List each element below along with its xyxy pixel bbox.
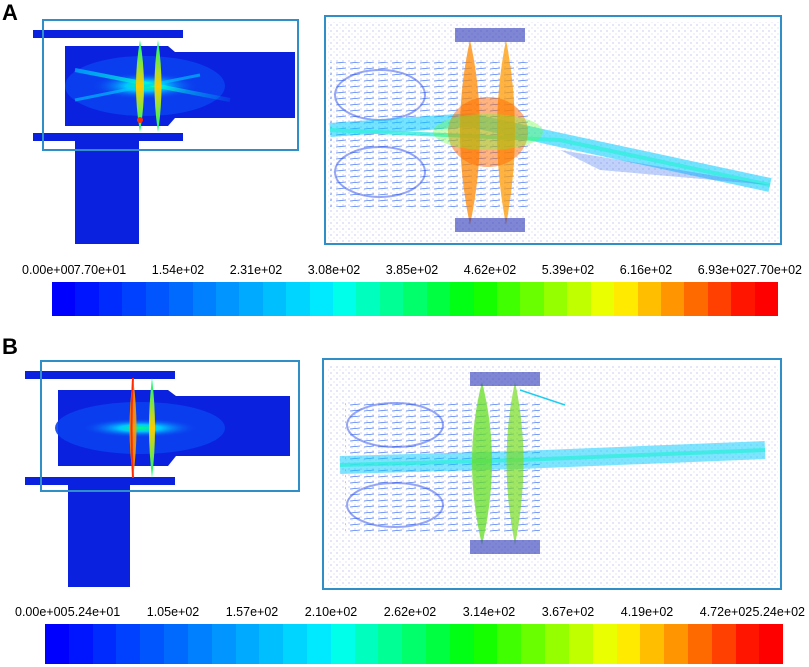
- colorbar-swatch: [262, 282, 287, 316]
- colorbar-ticks-a: 0.00e+00 7.70e+01 1.54e+02 2.31e+02 3.08e+02…: [22, 263, 802, 279]
- colorbar-swatch: [426, 624, 450, 664]
- colorbar-swatch: [378, 624, 403, 664]
- colorbar-swatch: [614, 282, 638, 316]
- colorbar-swatch: [306, 624, 331, 664]
- colorbar-swatch: [543, 282, 568, 316]
- colorbar-swatch: [403, 282, 427, 316]
- colorbar-swatch: [187, 624, 212, 664]
- colorbar-tick-label: 6.93e+02: [697, 263, 751, 277]
- colorbar-swatch: [68, 624, 93, 664]
- vector-plot-a: [328, 22, 780, 244]
- colorbar-swatch: [333, 282, 357, 316]
- colorbar-swatch: [259, 624, 284, 664]
- colorbar-swatch: [520, 282, 544, 316]
- colorbar-swatch: [211, 624, 236, 664]
- colorbar-swatch: [568, 624, 593, 664]
- colorbar-tick-label: 3.14e+02: [462, 605, 516, 619]
- colorbar-swatch: [116, 624, 141, 664]
- colorbar-swatch: [356, 282, 380, 316]
- colorbar-tick-label: 3.85e+02: [385, 263, 439, 277]
- colorbar-swatch: [473, 282, 498, 316]
- colorbar-swatch: [592, 624, 617, 664]
- colorbar-swatch: [122, 282, 146, 316]
- colorbar-swatch: [640, 624, 665, 664]
- colorbar-tick-label: 4.62e+02: [463, 263, 517, 277]
- colorbar-tick-label: 3.08e+02: [307, 263, 361, 277]
- colorbar-swatch: [402, 624, 426, 664]
- colorbar-swatch: [98, 282, 123, 316]
- colorbar-swatch: [235, 624, 260, 664]
- colorbar-swatch: [45, 624, 69, 664]
- contour-plot-a: [33, 30, 295, 244]
- colorbar-swatch: [426, 282, 451, 316]
- colorbar-tick-label: 1.05e+02: [146, 605, 200, 619]
- colorbar-tick-label: 5.24e+02: [752, 605, 805, 619]
- colorbar-swatch: [684, 282, 708, 316]
- colorbar-swatch: [731, 282, 755, 316]
- colorbar-swatch: [92, 624, 117, 664]
- colorbar-swatch: [687, 624, 712, 664]
- colorbar-swatch: [616, 624, 641, 664]
- colorbar-swatch: [145, 282, 170, 316]
- colorbar-swatch: [52, 282, 76, 316]
- colorbar-swatch: [497, 282, 521, 316]
- colorbar-swatch: [759, 624, 784, 664]
- colorbar-b: [45, 624, 784, 664]
- colorbar-tick-label: 5.24e+01: [67, 605, 121, 619]
- colorbar-swatch: [192, 282, 216, 316]
- colorbar-tick-label: 1.54e+02: [151, 263, 205, 277]
- vector-frame-a: [324, 15, 782, 245]
- panel-label-b: B: [2, 334, 18, 359]
- colorbar-tick-label: 7.70e+02: [749, 263, 802, 277]
- colorbar-swatch: [449, 624, 474, 664]
- vector-plot-b: [328, 366, 778, 586]
- colorbar-swatch: [660, 282, 685, 316]
- colorbar-tick-label: 7.70e+01: [73, 263, 127, 277]
- panel-label-a: A: [2, 0, 18, 25]
- colorbar-tick-label: 2.62e+02: [383, 605, 437, 619]
- colorbar-tick-label: 2.10e+02: [304, 605, 358, 619]
- colorbar-swatch: [215, 282, 240, 316]
- colorbar-a: [52, 282, 779, 316]
- colorbar-swatch: [637, 282, 661, 316]
- contour-frame-b: [40, 360, 300, 492]
- colorbar-tick-label: 5.39e+02: [541, 263, 595, 277]
- colorbar-swatch: [664, 624, 688, 664]
- colorbar-swatch: [75, 282, 99, 316]
- colorbar-swatch: [283, 624, 307, 664]
- colorbar-swatch: [567, 282, 591, 316]
- vector-frame-b: [322, 358, 782, 590]
- colorbar-tick-label: 2.31e+02: [229, 263, 283, 277]
- colorbar-swatch: [309, 282, 334, 316]
- colorbar-tick-label: 1.57e+02: [225, 605, 279, 619]
- colorbar-ticks-b: 0.00e+00 5.24e+01 1.05e+02 1.57e+02 2.10e+02…: [15, 605, 805, 621]
- colorbar-swatch: [354, 624, 379, 664]
- colorbar-tick-label: 0.00e+00: [15, 605, 68, 619]
- colorbar-swatch: [521, 624, 546, 664]
- colorbar-swatch: [711, 624, 736, 664]
- colorbar-swatch: [473, 624, 498, 664]
- colorbar-swatch: [169, 282, 193, 316]
- colorbar-tick-label: 3.67e+02: [541, 605, 595, 619]
- colorbar-swatch: [330, 624, 355, 664]
- colorbar-swatch: [545, 624, 569, 664]
- colorbar-swatch: [379, 282, 404, 316]
- contour-plot-b: [25, 371, 290, 587]
- colorbar-swatch: [164, 624, 188, 664]
- colorbar-tick-label: 4.19e+02: [620, 605, 674, 619]
- colorbar-swatch: [286, 282, 310, 316]
- colorbar-swatch: [754, 282, 779, 316]
- contour-frame-a: [42, 19, 299, 151]
- colorbar-swatch: [707, 282, 732, 316]
- colorbar-tick-label: 0.00e+00: [22, 263, 75, 277]
- colorbar-swatch: [735, 624, 760, 664]
- colorbar-swatch: [140, 624, 165, 664]
- colorbar-tick-label: 4.72e+02: [699, 605, 753, 619]
- colorbar-swatch: [450, 282, 474, 316]
- colorbar-tick-label: 6.16e+02: [619, 263, 673, 277]
- colorbar-swatch: [239, 282, 263, 316]
- colorbar-swatch: [590, 282, 615, 316]
- colorbar-swatch: [497, 624, 522, 664]
